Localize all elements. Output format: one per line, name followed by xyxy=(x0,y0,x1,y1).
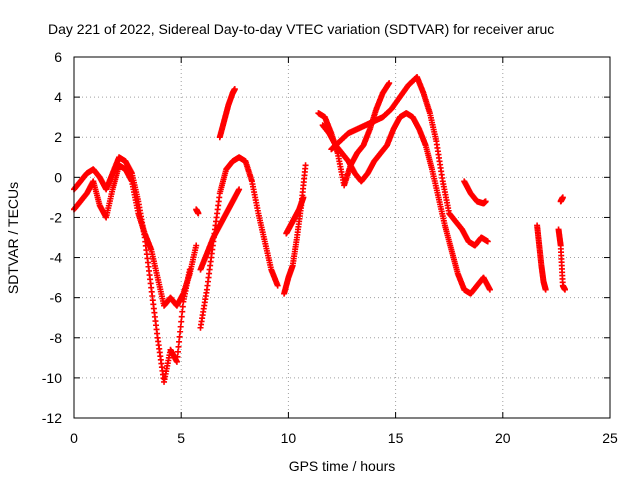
data-point xyxy=(561,286,568,293)
data-point xyxy=(482,198,489,205)
y-tick-label: -10 xyxy=(42,370,62,386)
data-point xyxy=(300,194,307,201)
y-tick-label: -6 xyxy=(50,290,63,306)
series-F-small xyxy=(193,206,202,217)
data-point xyxy=(177,328,184,335)
series-E-rise xyxy=(216,86,238,141)
series-B-early xyxy=(71,162,200,309)
data-point xyxy=(231,86,238,93)
data-point xyxy=(175,343,182,350)
ticks-layer: 0 5 10 15 20 25 -12 -10 -8 -6 -4 -2 0 2 4 6 xyxy=(42,49,618,446)
data-point xyxy=(174,348,181,355)
series-L-late xyxy=(461,178,489,207)
series-D-mid xyxy=(197,186,243,273)
y-tick-label: -12 xyxy=(42,410,62,426)
series-K-peak xyxy=(328,74,491,249)
y-axis-label: SDTVAR / TECUs xyxy=(5,182,21,294)
x-tick-label: 10 xyxy=(281,430,297,446)
y-tick-label: 0 xyxy=(54,169,62,185)
data-point xyxy=(177,323,184,330)
x-tick-label: 5 xyxy=(177,430,185,446)
grid-layer xyxy=(74,57,610,418)
data-point xyxy=(484,238,491,245)
data-point xyxy=(236,186,243,193)
chart-title: Day 221 of 2022, Sidereal Day-to-day VTE… xyxy=(48,21,554,37)
x-tick-label: 25 xyxy=(602,430,618,446)
data-point xyxy=(173,358,180,365)
plot-frame xyxy=(73,56,611,419)
x-tick-label: 20 xyxy=(495,430,511,446)
series-M-late xyxy=(534,222,549,293)
data-point xyxy=(302,162,309,169)
data-point xyxy=(195,210,202,217)
series-H-after10 xyxy=(283,194,307,237)
y-tick-label: -4 xyxy=(50,250,63,266)
x-tick-label: 15 xyxy=(388,430,404,446)
data-point xyxy=(176,338,183,345)
data-point xyxy=(179,303,186,310)
y-tick-label: -8 xyxy=(50,330,63,346)
y-tick-label: -2 xyxy=(50,209,63,225)
data-point xyxy=(559,194,566,201)
series-O-late xyxy=(557,194,566,205)
data-point xyxy=(274,282,281,289)
x-tick-label: 0 xyxy=(70,430,78,446)
data-point xyxy=(542,286,549,293)
data-point xyxy=(174,353,181,360)
plot-marks xyxy=(71,74,568,385)
data-point xyxy=(176,333,183,340)
y-tick-label: 4 xyxy=(54,89,62,105)
y-tick-label: 6 xyxy=(54,49,62,65)
x-axis-label: GPS time / hours xyxy=(289,458,396,474)
y-tick-label: 2 xyxy=(54,129,62,145)
data-point xyxy=(179,308,186,315)
data-point xyxy=(193,242,200,249)
data-point xyxy=(178,318,185,325)
data-point xyxy=(486,286,493,293)
data-point xyxy=(386,80,393,87)
data-point xyxy=(178,313,185,320)
series-N-late xyxy=(555,226,568,293)
